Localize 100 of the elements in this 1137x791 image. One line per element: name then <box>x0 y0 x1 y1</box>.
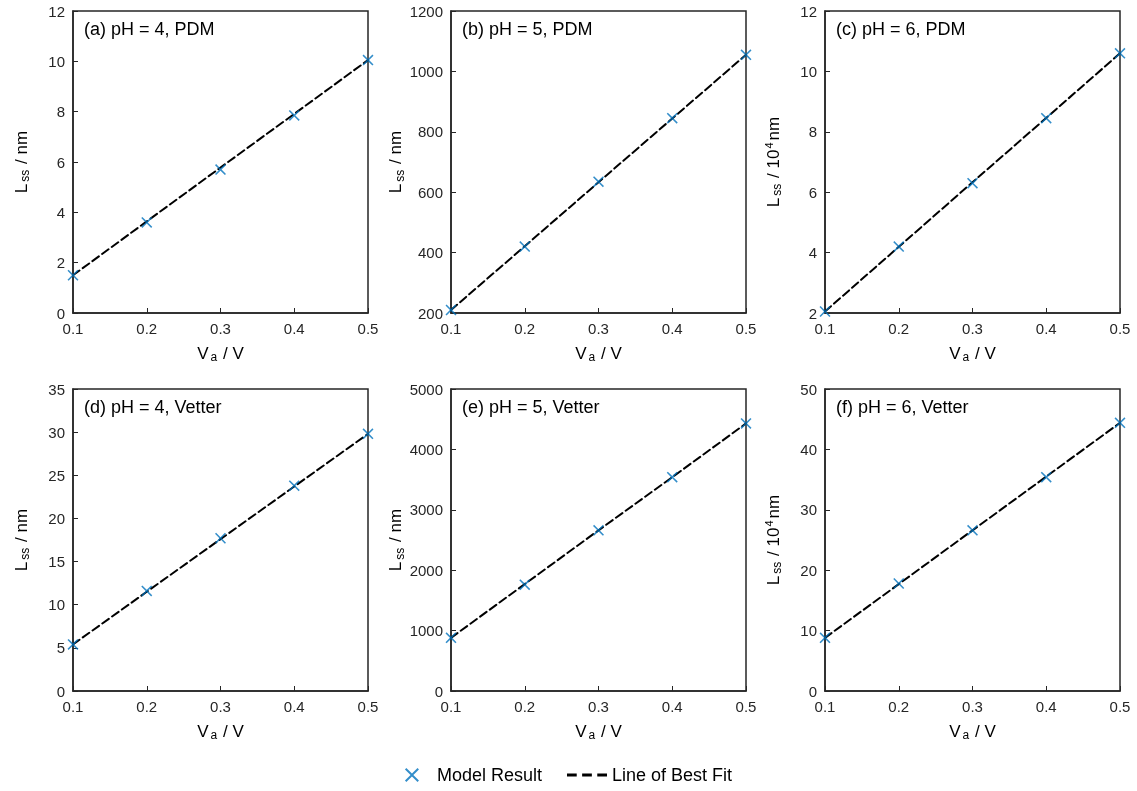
chart-title: (b) pH = 5, PDM <box>462 19 593 39</box>
y-tick-label: 3000 <box>409 501 443 519</box>
point <box>593 524 604 536</box>
x-tick-label: 0.4 <box>283 698 305 715</box>
x-tick-label: 0.5 <box>357 698 379 715</box>
point <box>215 532 226 544</box>
y-tick-label: 8 <box>56 103 65 121</box>
y-axis-title: Lss / 104nm <box>762 494 784 586</box>
point <box>1114 47 1126 59</box>
x-tick-label: 0.2 <box>514 320 536 337</box>
y-tick-label: 15 <box>48 553 65 571</box>
point <box>362 54 374 66</box>
x-tick-label: 0.5 <box>357 320 379 337</box>
y-tick-label: 30 <box>800 501 817 519</box>
x-tick-label: 0.1 <box>62 698 84 715</box>
point <box>67 638 79 650</box>
y-tick-label: 1000 <box>409 62 443 80</box>
y-tick-label: 0 <box>56 682 65 700</box>
x-tick-label: 0.3 <box>588 698 609 715</box>
x-tick-label: 0.4 <box>1035 320 1057 337</box>
y-axis-title: Lss / nm <box>11 130 32 194</box>
y-tick-label: 4000 <box>409 440 443 458</box>
point <box>288 480 300 492</box>
point <box>819 632 831 644</box>
y-axis-title: Lss / nm <box>386 508 407 572</box>
x-tick-label: 0.3 <box>588 320 609 337</box>
y-tick-label: 35 <box>48 380 65 398</box>
point <box>141 216 153 228</box>
y-tick-label: 10 <box>48 596 65 614</box>
x-tick-label: 0.1 <box>440 698 462 715</box>
y-tick-label: 1000 <box>409 622 443 640</box>
y-axis-title: Lss / nm <box>386 130 407 194</box>
x-tick-label: 0.4 <box>283 320 305 337</box>
y-tick-label: 800 <box>417 123 443 141</box>
point <box>893 241 905 253</box>
y-tick-label: 10 <box>800 62 817 80</box>
x-tick-label: 0.2 <box>136 320 158 337</box>
x-tick-label: 0.1 <box>814 320 836 337</box>
y-tick-label: 1200 <box>409 2 443 20</box>
x-tick-label: 0.5 <box>1109 320 1131 337</box>
point <box>519 579 531 591</box>
x-tick-label: 0.4 <box>661 320 683 337</box>
point <box>593 176 604 188</box>
point <box>740 417 752 429</box>
point <box>215 164 226 176</box>
x-tick-label: 0.5 <box>1109 698 1131 715</box>
x-tick-label: 0.1 <box>62 320 84 337</box>
x-tick-label: 0.2 <box>514 698 536 715</box>
y-tick-label: 4 <box>56 203 65 221</box>
y-tick-label: 600 <box>417 183 443 201</box>
point <box>1040 471 1052 483</box>
point <box>967 524 978 536</box>
y-tick-label: 10 <box>48 52 65 70</box>
y-tick-label: 200 <box>417 304 443 322</box>
x-tick-label: 0.3 <box>962 320 983 337</box>
y-tick-label: 40 <box>800 440 817 458</box>
chart-title: (c) pH = 6, PDM <box>836 19 966 39</box>
x-tick-label: 0.4 <box>661 698 683 715</box>
y-tick-label: 6 <box>56 153 65 171</box>
x-tick-label: 0.3 <box>210 698 231 715</box>
point <box>362 428 374 440</box>
point <box>519 241 531 253</box>
point <box>819 305 831 317</box>
y-tick-label: 10 <box>800 622 817 640</box>
y-tick-label: 50 <box>800 380 817 398</box>
y-tick-label: 20 <box>48 509 65 527</box>
y-tick-label: 20 <box>800 561 817 579</box>
chart-title: (e) pH = 5, Vetter <box>462 397 600 417</box>
point <box>967 177 978 189</box>
point <box>1040 112 1052 124</box>
point <box>67 269 79 281</box>
x-tick-label: 0.1 <box>814 698 836 715</box>
y-tick-label: 0 <box>808 682 817 700</box>
x-tick-label: 0.2 <box>888 320 910 337</box>
x-tick-label: 0.2 <box>888 698 910 715</box>
y-tick-label: 0 <box>434 682 443 700</box>
y-tick-label: 12 <box>48 2 65 20</box>
x-tick-label: 0.4 <box>1035 698 1057 715</box>
y-tick-label: 2000 <box>409 561 443 579</box>
point <box>1114 417 1126 429</box>
point <box>445 304 457 316</box>
x-tick-label: 0.3 <box>210 320 231 337</box>
x-tick-label: 0.3 <box>962 698 983 715</box>
chart-title: (f) pH = 6, Vetter <box>836 397 969 417</box>
y-tick-label: 30 <box>48 423 65 441</box>
y-tick-label: 6 <box>808 183 817 201</box>
point <box>666 471 678 483</box>
y-tick-label: 4 <box>808 244 817 262</box>
y-tick-label: 8 <box>808 123 817 141</box>
y-tick-label: 0 <box>56 304 65 322</box>
point <box>288 109 300 121</box>
y-tick-label: 25 <box>48 466 65 484</box>
point <box>141 585 153 597</box>
x-tick-label: 0.2 <box>136 698 158 715</box>
point <box>666 112 678 124</box>
legend-label: Model Result <box>436 765 542 785</box>
y-tick-label: 5 <box>56 639 65 657</box>
y-tick-label: 5000 <box>409 380 443 398</box>
y-tick-label: 2 <box>808 304 817 322</box>
x-tick-label: 0.5 <box>735 698 757 715</box>
